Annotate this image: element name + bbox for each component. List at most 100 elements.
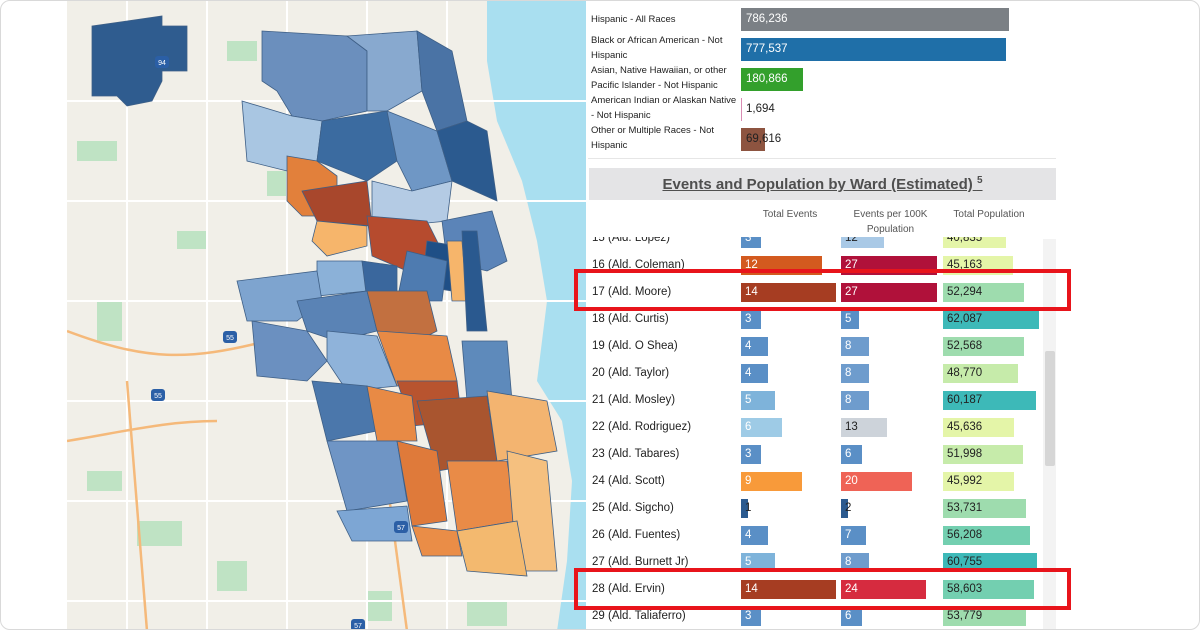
- table-row[interactable]: 23 (Ald. Tabares) 3 6 51,998: [588, 441, 1043, 468]
- col-header-rate[interactable]: Events per 100K Population: [853, 209, 928, 235]
- events-bar[interactable]: [741, 418, 782, 437]
- rate-bar[interactable]: [841, 418, 888, 437]
- rate-value: 8: [845, 367, 852, 379]
- population-value: 60,187: [947, 394, 983, 406]
- population-bar[interactable]: [943, 364, 1019, 383]
- population-bar[interactable]: [943, 580, 1034, 599]
- rate-bar[interactable]: [841, 472, 913, 491]
- divider: [588, 158, 1056, 159]
- race-bar[interactable]: [741, 128, 765, 151]
- events-bar[interactable]: [741, 237, 762, 248]
- rate-bar[interactable]: [841, 445, 863, 464]
- table-row[interactable]: 20 (Ald. Taylor) 4 8 48,770: [588, 360, 1043, 387]
- population-value: 45,636: [947, 421, 983, 433]
- race-label: American Indian or Alaskan Native - Not …: [591, 95, 737, 121]
- race-value: 777,537: [746, 43, 788, 55]
- table-row[interactable]: 22 (Ald. Rodriguez) 6 13 45,636: [588, 414, 1043, 441]
- rate-value: 5: [845, 313, 852, 325]
- rate-bar[interactable]: [841, 337, 870, 356]
- col-header-events[interactable]: Total Events: [762, 209, 818, 220]
- table-row[interactable]: 19 (Ald. O Shea) 4 8 52,568: [588, 333, 1043, 360]
- col-header-population[interactable]: Total Population: [953, 209, 1025, 220]
- events-value: 14: [745, 583, 758, 595]
- table-row[interactable]: 21 (Ald. Mosley) 5 8 60,187: [588, 387, 1043, 414]
- population-bar[interactable]: [943, 237, 1007, 248]
- rate-value: 2: [845, 502, 852, 514]
- rate-bar[interactable]: [841, 526, 866, 545]
- events-bar[interactable]: [741, 364, 769, 383]
- population-bar[interactable]: [943, 310, 1039, 329]
- population-value: 48,770: [947, 367, 983, 379]
- population-bar[interactable]: [943, 472, 1015, 491]
- table-row[interactable]: 25 (Ald. Sigcho) 1 2 53,731: [588, 495, 1043, 522]
- race-bar[interactable]: [741, 38, 1007, 61]
- svg-text:57: 57: [397, 525, 405, 532]
- population-value: 40,835: [947, 237, 983, 244]
- rate-value: 12: [845, 237, 858, 244]
- race-bar[interactable]: [741, 68, 803, 91]
- rate-bar[interactable]: [841, 499, 849, 518]
- rate-value: 7: [845, 529, 852, 541]
- table-row[interactable]: 27 (Ald. Burnett Jr) 5 8 60,755: [588, 549, 1043, 576]
- ward-table-title: Events and Population by Ward (Estimated…: [589, 175, 1056, 193]
- population-bar[interactable]: [943, 499, 1027, 518]
- svg-text:55: 55: [226, 335, 234, 342]
- events-value: 4: [745, 340, 752, 352]
- events-value: 5: [745, 556, 752, 568]
- race-bar[interactable]: [741, 8, 1009, 31]
- race-bar[interactable]: [741, 98, 742, 121]
- events-bar[interactable]: [741, 310, 762, 329]
- population-bar[interactable]: [943, 553, 1037, 572]
- population-bar[interactable]: [943, 607, 1027, 626]
- rate-bar[interactable]: [841, 364, 870, 383]
- events-bar[interactable]: [741, 445, 762, 464]
- ward-label: 29 (Ald. Taliaferro): [592, 610, 686, 622]
- events-bar[interactable]: [741, 580, 836, 599]
- data-panel: Hispanic - All Races 786,236 Black or Afri…: [588, 1, 1058, 629]
- table-row[interactable]: 18 (Ald. Curtis) 3 5 62,087: [588, 306, 1043, 333]
- rate-bar[interactable]: [841, 237, 884, 248]
- events-bar[interactable]: [741, 283, 836, 302]
- interstate-shields: 94 55 55 57 57: [151, 56, 408, 629]
- svg-text:94: 94: [158, 60, 166, 67]
- population-bar[interactable]: [943, 526, 1030, 545]
- rate-bar[interactable]: [841, 607, 863, 626]
- table-row[interactable]: 15 (Ald. Lopez) 3 12 40,835: [588, 237, 1043, 252]
- table-row[interactable]: 17 (Ald. Moore) 14 27 52,294: [588, 279, 1043, 306]
- rate-bar[interactable]: [841, 580, 927, 599]
- race-row: American Indian or Alaskan Native - Not …: [588, 93, 1058, 123]
- events-bar[interactable]: [741, 499, 748, 518]
- race-value: 69,616: [746, 133, 782, 145]
- rate-bar[interactable]: [841, 310, 859, 329]
- lake-michigan: [487, 1, 586, 629]
- rate-bar[interactable]: [841, 283, 937, 302]
- events-bar[interactable]: [741, 337, 769, 356]
- population-bar[interactable]: [943, 445, 1024, 464]
- ward-label: 19 (Ald. O Shea): [592, 340, 678, 352]
- race-value: 1,694: [746, 103, 775, 115]
- events-bar[interactable]: [741, 607, 762, 626]
- events-value: 3: [745, 448, 752, 460]
- events-value: 9: [745, 475, 752, 487]
- chicago-ward-map[interactable]: 94 55 55 57 57: [67, 1, 586, 629]
- scrollbar-thumb[interactable]: [1045, 351, 1055, 466]
- ward-table-body[interactable]: 15 (Ald. Lopez) 3 12 40,835 16 (Ald. Coleman…: [588, 237, 1043, 629]
- events-bar[interactable]: [741, 553, 775, 572]
- events-bar[interactable]: [741, 526, 769, 545]
- rate-bar[interactable]: [841, 553, 870, 572]
- table-row[interactable]: 28 (Ald. Ervin) 14 24 58,603: [588, 576, 1043, 603]
- table-row[interactable]: 26 (Ald. Fuentes) 4 7 56,208: [588, 522, 1043, 549]
- events-bar[interactable]: [741, 391, 775, 410]
- rate-bar[interactable]: [841, 391, 870, 410]
- table-row[interactable]: 24 (Ald. Scott) 9 20 45,992: [588, 468, 1043, 495]
- population-bar[interactable]: [943, 391, 1037, 410]
- race-label: Black or African American - Not Hispanic: [591, 35, 723, 61]
- population-bar[interactable]: [943, 418, 1014, 437]
- events-value: 14: [745, 286, 758, 298]
- population-value: 53,779: [947, 610, 983, 622]
- population-bar[interactable]: [943, 283, 1024, 302]
- events-bar[interactable]: [741, 472, 803, 491]
- table-row[interactable]: 29 (Ald. Taliaferro) 3 6 53,779: [588, 603, 1043, 629]
- race-label: Asian, Native Hawaiian, or other Pacific…: [591, 65, 727, 91]
- population-bar[interactable]: [943, 337, 1025, 356]
